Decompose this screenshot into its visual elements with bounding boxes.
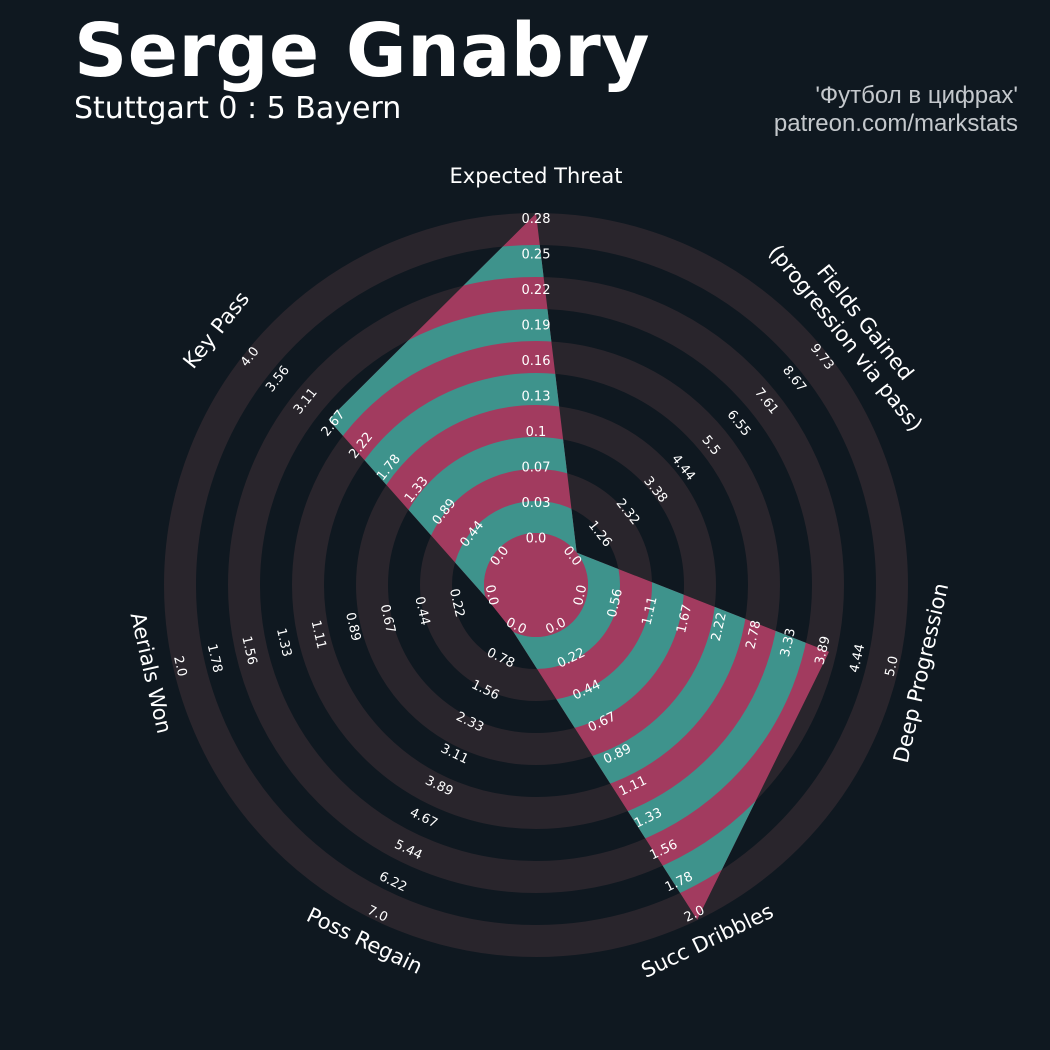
- player-title: Serge Gnabry: [74, 8, 650, 94]
- tick-label: 1.56: [238, 635, 259, 667]
- tick-label: 0.56: [605, 587, 626, 619]
- tick-label: 0.28: [522, 212, 551, 227]
- tick-label: 0.16: [522, 354, 551, 369]
- tick-label: 0.07: [522, 461, 551, 476]
- tick-label: 1.11: [640, 595, 661, 627]
- tick-label: 2.78: [743, 619, 764, 651]
- credit-line-2: patreon.com/markstats: [773, 110, 1018, 137]
- value-polygon: [328, 213, 829, 920]
- tick-label: 0.0: [482, 583, 501, 607]
- tick-label: 0.19: [522, 319, 551, 334]
- axis-label: Expected Threat: [450, 164, 623, 188]
- tick-label: 2.0: [170, 655, 189, 679]
- tick-label: 4.67: [407, 805, 440, 831]
- tick-label: 1.11: [308, 619, 329, 651]
- tick-label: 5.0: [883, 655, 902, 679]
- tick-label: 0.44: [411, 595, 432, 627]
- tick-label: 0.1: [526, 425, 547, 440]
- tick-label: 0.22: [522, 283, 551, 298]
- tick-label: 4.44: [847, 643, 868, 675]
- tick-label: 0.0: [526, 532, 547, 547]
- tick-label: 0.25: [522, 248, 551, 263]
- tick-label: 1.67: [674, 603, 695, 635]
- tick-label: 3.33: [778, 627, 799, 659]
- tick-label: 2.22: [709, 611, 730, 643]
- tick-label: 3.89: [813, 635, 834, 667]
- center-circle: [484, 533, 588, 637]
- tick-label: 0.67: [377, 603, 398, 635]
- tick-label: 0.0: [571, 583, 590, 607]
- credit-line-1: 'Футбол в цифрах': [815, 82, 1018, 109]
- tick-label: 0.22: [446, 587, 467, 619]
- tick-label: 0.89: [342, 611, 363, 643]
- tick-label: 0.13: [522, 390, 551, 405]
- match-subtitle: Stuttgart 0 : 5 Bayern: [74, 91, 402, 126]
- tick-label: 1.33: [273, 627, 294, 659]
- tick-label: 1.78: [204, 643, 225, 675]
- tick-label: 0.03: [522, 496, 551, 511]
